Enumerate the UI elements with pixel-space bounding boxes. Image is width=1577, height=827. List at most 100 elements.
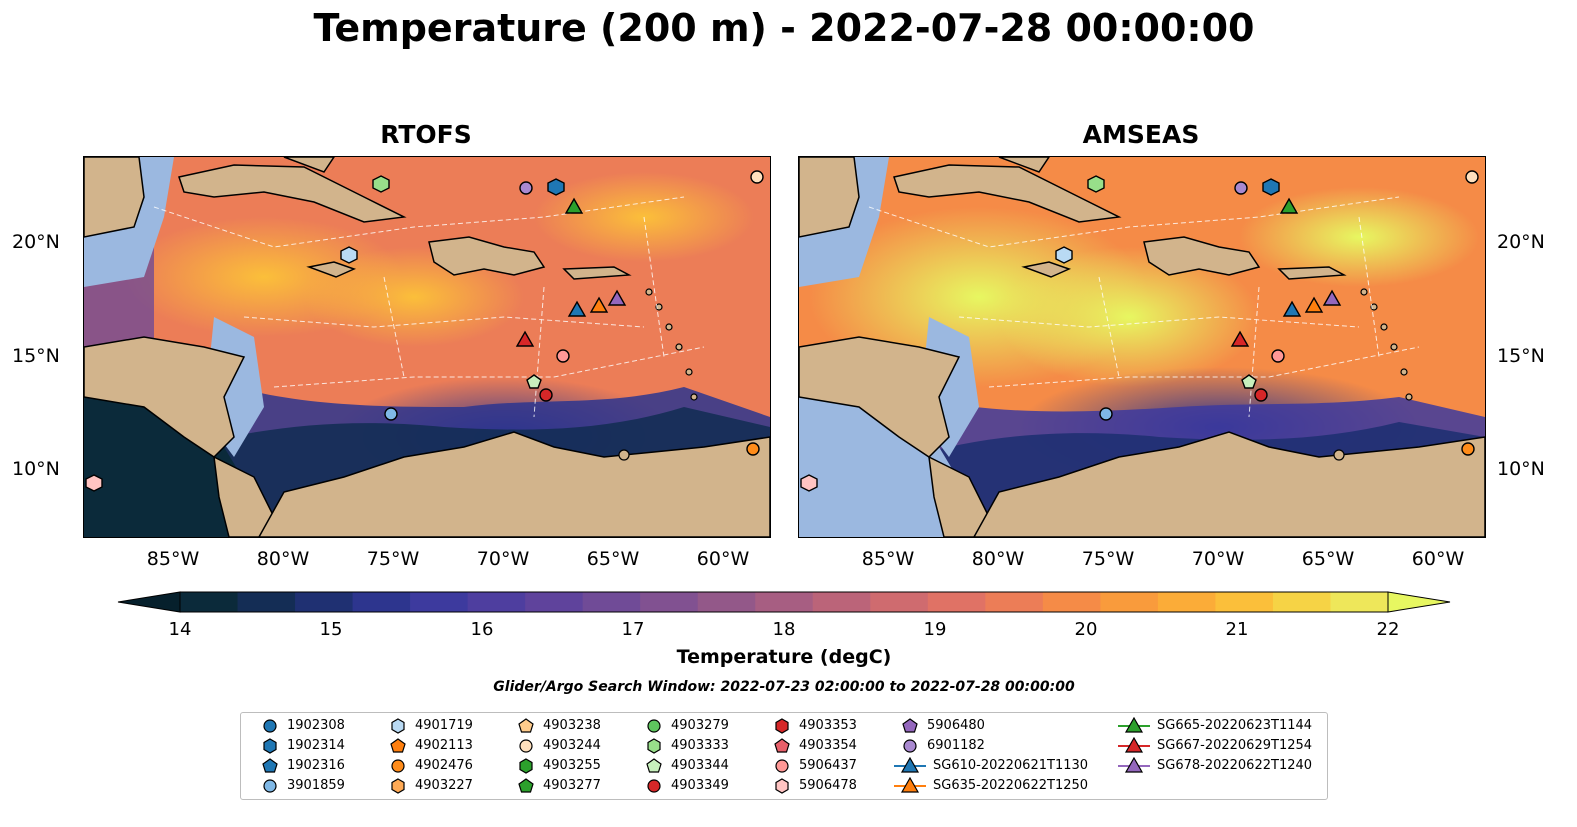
colorbar-band xyxy=(352,592,411,612)
lon-label-75w-left: 75°W xyxy=(366,548,420,570)
legend-item-label: SG610-20220621T1130 xyxy=(933,758,1089,773)
colorbar-band xyxy=(697,592,756,612)
lon-label-70w-left: 70°W xyxy=(476,548,530,570)
lat-label-10n-left: 10°N xyxy=(12,458,60,480)
legend-item-label: 4903333 xyxy=(671,738,729,753)
colorbar-band xyxy=(812,592,871,612)
legend-item-label: SG667-20220629T1254 xyxy=(1157,738,1313,753)
colorbar-tick-label: 21 xyxy=(1225,619,1249,640)
legend: 1902308 1902314 1902316 3901859 4901719 49021… xyxy=(240,712,1328,800)
glider-marker-icon xyxy=(1118,757,1150,773)
colorbar-band xyxy=(237,592,296,612)
colorbar-band xyxy=(582,592,641,612)
colorbar-band xyxy=(755,592,814,612)
lat-label-15n-right: 15°N xyxy=(1497,345,1545,367)
legend-item-label: 1902316 xyxy=(287,758,345,773)
lon-label-70w-right: 70°W xyxy=(1191,548,1245,570)
argo-marker-icon xyxy=(519,739,533,753)
rtofs-map xyxy=(83,156,771,538)
legend-item-label: 4903344 xyxy=(671,758,729,773)
legend-item-label: 4903349 xyxy=(671,778,729,793)
argo-marker-icon xyxy=(390,738,406,753)
argo-marker-icon xyxy=(775,718,789,734)
glider-marker-icon xyxy=(1118,717,1150,733)
colorbar-band xyxy=(1272,592,1332,612)
legend-item-label: 4903353 xyxy=(799,718,857,733)
argo-marker-icon xyxy=(647,779,661,793)
lon-label-85w-left: 85°W xyxy=(146,548,200,570)
argo-marker-icon xyxy=(646,758,662,773)
legend-item-label: 4903227 xyxy=(415,778,473,793)
argo-marker-icon xyxy=(263,779,277,793)
amseas-map xyxy=(798,156,1486,538)
argo-marker-icon xyxy=(775,759,789,773)
argo-marker-icon xyxy=(903,739,917,753)
lon-label-60w-right: 60°W xyxy=(1411,548,1465,570)
legend-item-label: SG635-20220622T1250 xyxy=(933,778,1089,793)
lat-label-20n-left: 20°N xyxy=(12,231,60,253)
argo-marker-icon xyxy=(519,758,533,774)
legend-item-label: 6901182 xyxy=(927,738,985,753)
colorbar-over-arrow xyxy=(1387,591,1451,613)
colorbar-tick-label: 18 xyxy=(772,619,796,640)
lat-label-10n-right: 10°N xyxy=(1497,458,1545,480)
amseas-map-graphic xyxy=(799,157,1485,537)
lon-label-85w-right: 85°W xyxy=(861,548,915,570)
argo-marker-icon xyxy=(391,778,405,794)
colorbar-band xyxy=(985,592,1044,612)
colorbar-frame xyxy=(179,591,1389,613)
colorbar-tick-label: 22 xyxy=(1376,619,1400,640)
legend-item-label: SG665-20220623T1144 xyxy=(1157,718,1313,733)
legend-item-label: 5906478 xyxy=(799,778,857,793)
lat-label-15n-left: 15°N xyxy=(12,345,60,367)
lon-label-60w-left: 60°W xyxy=(696,548,750,570)
colorbar-band xyxy=(525,592,584,612)
colorbar-tick-label: 16 xyxy=(470,619,494,640)
search-window-note: Glider/Argo Search Window: 2022-07-23 02… xyxy=(493,679,1075,695)
legend-item-label: 1902314 xyxy=(287,738,345,753)
colorbar-band xyxy=(870,592,929,612)
legend-item-label: 4903244 xyxy=(543,738,601,753)
legend-item-label: 4903277 xyxy=(543,778,601,793)
colorbar xyxy=(117,591,1451,613)
legend-item-label: SG678-20220622T1240 xyxy=(1157,758,1313,773)
lon-label-65w-left: 65°W xyxy=(586,548,640,570)
lon-label-65w-right: 65°W xyxy=(1301,548,1355,570)
lon-label-75w-right: 75°W xyxy=(1081,548,1135,570)
legend-item-label: 1902308 xyxy=(287,718,345,733)
colorbar-band xyxy=(927,592,986,612)
colorbar-tick-label: 15 xyxy=(319,619,343,640)
colorbar-band xyxy=(640,592,699,612)
lat-label-20n-right: 20°N xyxy=(1497,231,1545,253)
colorbar-under-arrow xyxy=(117,591,181,613)
legend-item-label: 4903279 xyxy=(671,718,729,733)
colorbar-band xyxy=(180,592,239,612)
argo-marker-icon xyxy=(775,778,789,794)
colorbar-tick-label: 14 xyxy=(168,619,192,640)
legend-item-label: 5906480 xyxy=(927,718,985,733)
argo-marker-icon xyxy=(391,759,405,773)
legend-item-label: 4902113 xyxy=(415,738,473,753)
legend-item-label: 4903255 xyxy=(543,758,601,773)
colorbar-band xyxy=(1157,592,1217,612)
argo-marker-icon xyxy=(902,718,918,733)
rtofs-map-graphic xyxy=(84,157,770,537)
legend-item-label: 4902476 xyxy=(415,758,473,773)
argo-marker-icon xyxy=(262,758,278,773)
argo-marker-icon xyxy=(263,719,277,733)
colorbar-band xyxy=(1100,592,1159,612)
argo-marker-icon xyxy=(647,738,661,754)
argo-marker-icon xyxy=(263,738,277,754)
colorbar-tick-label: 19 xyxy=(923,619,947,640)
legend-item-label: 5906437 xyxy=(799,758,857,773)
legend-item-label: 4903238 xyxy=(543,718,601,733)
panel-title-amseas: AMSEAS xyxy=(1082,120,1200,149)
colorbar-tick-label: 17 xyxy=(621,619,645,640)
legend-item-label: 4901719 xyxy=(415,718,473,733)
argo-marker-icon xyxy=(647,719,661,733)
figure-title: Temperature (200 m) - 2022-07-28 00:00:0… xyxy=(313,6,1255,50)
colorbar-band xyxy=(1330,592,1389,612)
argo-marker-icon xyxy=(391,718,405,734)
argo-marker-icon xyxy=(518,718,534,733)
lon-label-80w-left: 80°W xyxy=(256,548,310,570)
